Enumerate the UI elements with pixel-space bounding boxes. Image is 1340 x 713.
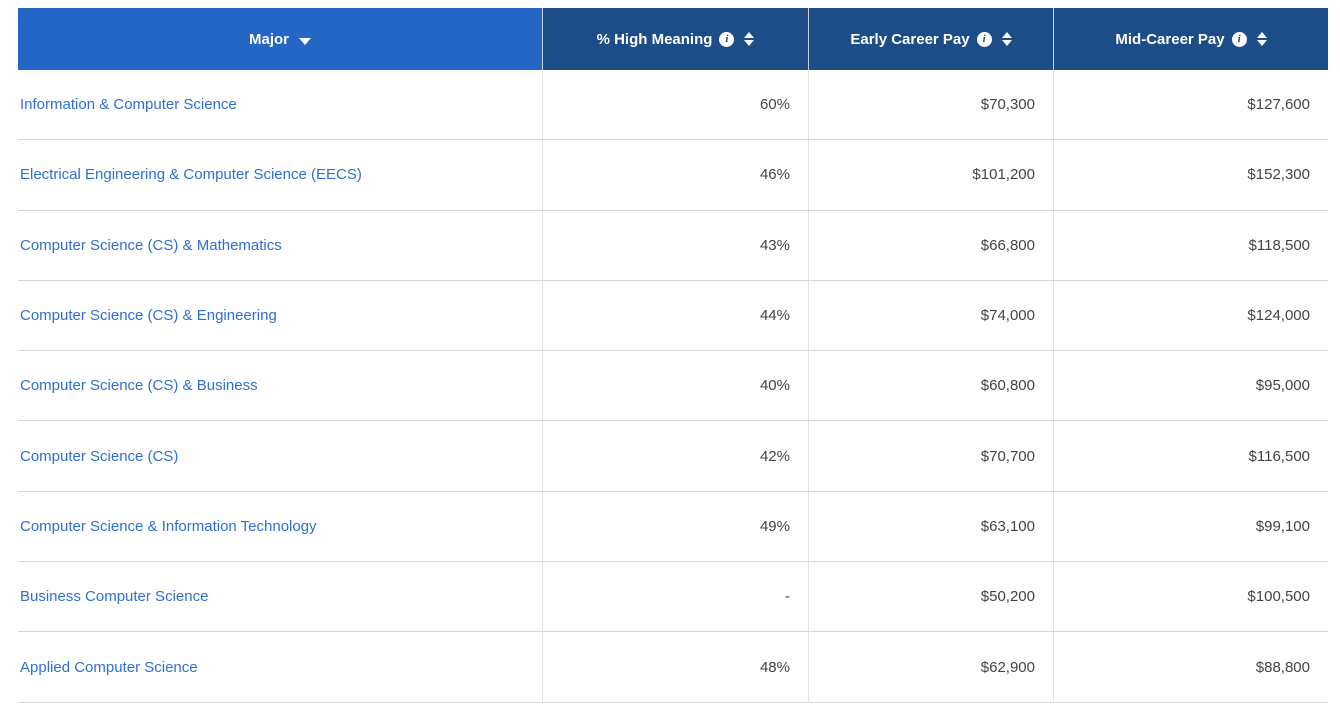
table-row: Business Computer Science - $50,200 $100… — [18, 562, 1328, 633]
info-icon[interactable]: i — [976, 31, 992, 47]
table-row: Computer Science (CS) 42% $70,700 $116,5… — [18, 421, 1328, 492]
early-career-pay-value: $70,700 — [808, 421, 1053, 491]
column-header-high-meaning-label: % High Meaning — [596, 30, 713, 48]
major-link[interactable]: Computer Science (CS) & Mathematics — [20, 236, 282, 254]
high-meaning-value: 46% — [542, 140, 808, 210]
early-career-pay-value: $66,800 — [808, 210, 1053, 280]
high-meaning-value: 49% — [542, 491, 808, 562]
major-link[interactable]: Computer Science (CS) & Engineering — [20, 307, 277, 325]
early-career-pay-value: $50,200 — [808, 562, 1053, 632]
major-link[interactable]: Business Computer Science — [20, 588, 209, 606]
major-link[interactable]: Information & Computer Science — [20, 96, 237, 114]
mid-career-pay-value: $95,000 — [1053, 351, 1328, 421]
major-cell: Applied Computer Science — [18, 632, 542, 701]
table-row: Computer Science (CS) & Mathematics 43% … — [18, 210, 1328, 281]
table-header-row: Major % High Meaning i Early Career Pay … — [18, 8, 1328, 70]
sort-icon[interactable] — [1001, 32, 1012, 46]
major-link[interactable]: Electrical Engineering & Computer Scienc… — [20, 166, 362, 184]
sort-icon[interactable] — [1256, 32, 1267, 46]
early-career-pay-value: $101,200 — [808, 140, 1053, 210]
major-cell: Computer Science (CS) & Mathematics — [18, 211, 542, 280]
column-header-mid-career-pay-label: Mid-Career Pay — [1115, 30, 1225, 48]
early-career-pay-value: $63,100 — [808, 491, 1053, 562]
early-career-pay-value: $70,300 — [808, 70, 1053, 140]
major-cell: Computer Science & Information Technolog… — [18, 492, 542, 561]
high-meaning-value: 44% — [542, 280, 808, 351]
early-career-pay-value: $62,900 — [808, 632, 1053, 702]
table-row: Computer Science & Information Technolog… — [18, 491, 1328, 563]
high-meaning-value: - — [542, 562, 808, 632]
major-link[interactable]: Computer Science (CS) — [20, 447, 179, 465]
table-row: Computer Science (CS) & Engineering 44% … — [18, 280, 1328, 352]
high-meaning-value: 48% — [542, 632, 808, 702]
early-career-pay-value: $60,800 — [808, 351, 1053, 421]
high-meaning-value: 40% — [542, 351, 808, 421]
table-body: Information & Computer Science 60% $70,3… — [18, 70, 1328, 703]
high-meaning-value: 43% — [542, 210, 808, 280]
sort-icon[interactable] — [744, 32, 755, 46]
major-cell: Computer Science (CS) — [18, 421, 542, 490]
high-meaning-value: 60% — [542, 70, 808, 140]
column-header-major-label: Major — [248, 30, 289, 48]
major-cell: Electrical Engineering & Computer Scienc… — [18, 140, 542, 209]
table-row: Computer Science (CS) & Business 40% $60… — [18, 351, 1328, 422]
major-cell: Business Computer Science — [18, 562, 542, 631]
table-row: Information & Computer Science 60% $70,3… — [18, 70, 1328, 141]
column-header-early-career-pay[interactable]: Early Career Pay i — [808, 8, 1053, 70]
major-link[interactable]: Computer Science & Information Technolog… — [20, 517, 317, 535]
early-career-pay-value: $74,000 — [808, 280, 1053, 351]
table-row: Applied Computer Science 48% $62,900 $88… — [18, 632, 1328, 703]
column-header-early-career-pay-label: Early Career Pay — [850, 30, 970, 48]
mid-career-pay-value: $116,500 — [1053, 421, 1328, 491]
major-link[interactable]: Computer Science (CS) & Business — [20, 377, 258, 395]
mid-career-pay-value: $99,100 — [1053, 491, 1328, 562]
major-cell: Information & Computer Science — [18, 70, 542, 139]
mid-career-pay-value: $152,300 — [1053, 140, 1328, 210]
majors-salary-table: Major % High Meaning i Early Career Pay … — [18, 8, 1328, 703]
mid-career-pay-value: $118,500 — [1053, 210, 1328, 280]
major-link[interactable]: Applied Computer Science — [20, 658, 198, 676]
major-cell: Computer Science (CS) & Engineering — [18, 281, 542, 350]
high-meaning-value: 42% — [542, 421, 808, 491]
sort-descending-caret-icon — [299, 38, 311, 45]
mid-career-pay-value: $127,600 — [1053, 70, 1328, 140]
major-cell: Computer Science (CS) & Business — [18, 351, 542, 420]
mid-career-pay-value: $100,500 — [1053, 562, 1328, 632]
mid-career-pay-value: $124,000 — [1053, 280, 1328, 351]
mid-career-pay-value: $88,800 — [1053, 632, 1328, 702]
info-icon[interactable]: i — [1231, 31, 1247, 47]
column-header-high-meaning[interactable]: % High Meaning i — [542, 8, 808, 70]
column-header-mid-career-pay[interactable]: Mid-Career Pay i — [1053, 8, 1328, 70]
table-row: Electrical Engineering & Computer Scienc… — [18, 140, 1328, 211]
info-icon[interactable]: i — [719, 31, 735, 47]
column-header-major[interactable]: Major — [18, 8, 542, 70]
